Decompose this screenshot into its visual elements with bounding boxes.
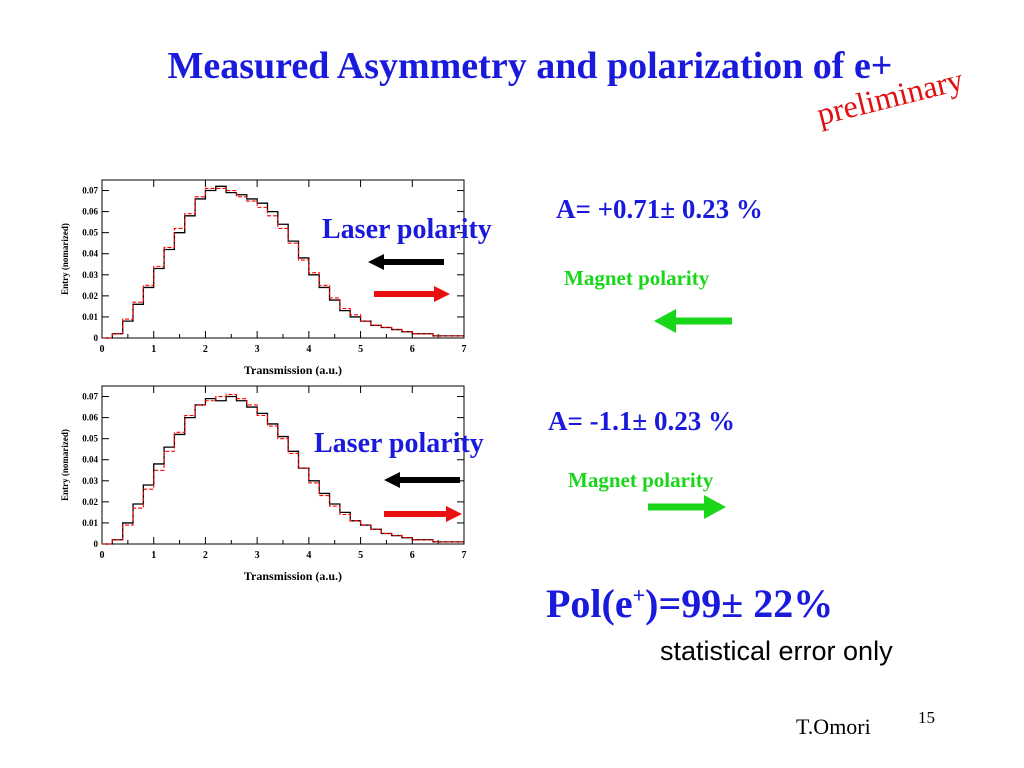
y-tick-label: 0.03 — [82, 476, 98, 486]
y-tick-label: 0.02 — [82, 291, 98, 301]
histogram-series-dashed — [102, 187, 464, 339]
x-axis-label: Transmission (a.u.) — [244, 569, 342, 583]
x-tick-label: 6 — [410, 550, 415, 561]
slide-title: Measured Asymmetry and polarization of e… — [167, 45, 893, 87]
green-right-arrow-icon — [648, 495, 726, 519]
laser-polarity-label-2: Laser polarity — [314, 428, 484, 459]
histogram-chart-1: 0 1 2 3 4 5 6 7 0 0.01 0.02 0.03 0.04 0.05 0.06 0.07 Tra… — [60, 179, 467, 377]
x-tick-label: 7 — [462, 550, 467, 561]
laser-polarity-arrows-1 — [368, 254, 450, 302]
histogram-series-dashed — [102, 393, 464, 545]
x-tick-label: 1 — [151, 344, 156, 355]
histogram-chart-2: 0 1 2 3 4 5 6 7 0 0.01 0.02 0.03 0.04 0.05 0.06 0.07 Tra… — [60, 385, 467, 583]
polarization-result: Pol(e+)=99± 22% — [546, 581, 834, 626]
y-tick-label: 0.02 — [82, 497, 98, 507]
magnet-polarity-label-2: Magnet polarity — [568, 468, 714, 492]
y-tick-label: 0 — [94, 333, 99, 343]
x-tick-label: 3 — [255, 550, 260, 561]
asymmetry-value-1: A= +0.71± 0.23 % — [556, 194, 763, 224]
laser-polarity-arrows-2 — [384, 472, 462, 522]
y-axis-label: Entry (nomarized) — [60, 223, 70, 295]
x-tick-label: 0 — [100, 344, 105, 355]
y-tick-label: 0.06 — [82, 413, 98, 423]
y-tick-label: 0.03 — [82, 270, 98, 280]
page-number: 15 — [918, 708, 935, 727]
black-left-arrow-icon — [368, 254, 444, 270]
y-tick-label: 0.01 — [82, 518, 98, 528]
laser-polarity-label-1: Laser polarity — [322, 214, 492, 245]
red-right-arrow-icon — [374, 286, 450, 302]
y-tick-label: 0.06 — [82, 207, 98, 217]
y-tick-label: 0.07 — [82, 392, 98, 402]
x-tick-label: 2 — [203, 550, 208, 561]
y-tick-label: 0.07 — [82, 186, 98, 196]
magnet-polarity-label-1: Magnet polarity — [564, 266, 710, 290]
green-left-arrow-icon — [654, 309, 732, 333]
y-tick-label: 0.05 — [82, 228, 98, 238]
x-tick-label: 7 — [462, 344, 467, 355]
y-tick-label: 0.01 — [82, 312, 98, 322]
x-tick-label: 6 — [410, 344, 415, 355]
x-tick-label: 2 — [203, 344, 208, 355]
y-tick-label: 0.05 — [82, 434, 98, 444]
statistical-error-note: statistical error only — [660, 636, 893, 666]
y-tick-label: 0 — [94, 539, 99, 549]
x-tick-label: 0 — [100, 550, 105, 561]
red-right-arrow-icon — [384, 506, 462, 522]
x-tick-label: 4 — [306, 344, 311, 355]
black-left-arrow-icon — [384, 472, 460, 488]
y-axis-label: Entry (nomarized) — [60, 429, 70, 501]
author-label: T.Omori — [796, 714, 871, 739]
x-axis-label: Transmission (a.u.) — [244, 363, 342, 377]
x-tick-label: 5 — [358, 550, 363, 561]
asymmetry-value-2: A= -1.1± 0.23 % — [548, 406, 735, 436]
x-tick-label: 5 — [358, 344, 363, 355]
y-tick-label: 0.04 — [82, 455, 98, 465]
x-tick-label: 3 — [255, 344, 260, 355]
y-tick-label: 0.04 — [82, 249, 98, 259]
x-tick-label: 4 — [306, 550, 311, 561]
x-tick-label: 1 — [151, 550, 156, 561]
